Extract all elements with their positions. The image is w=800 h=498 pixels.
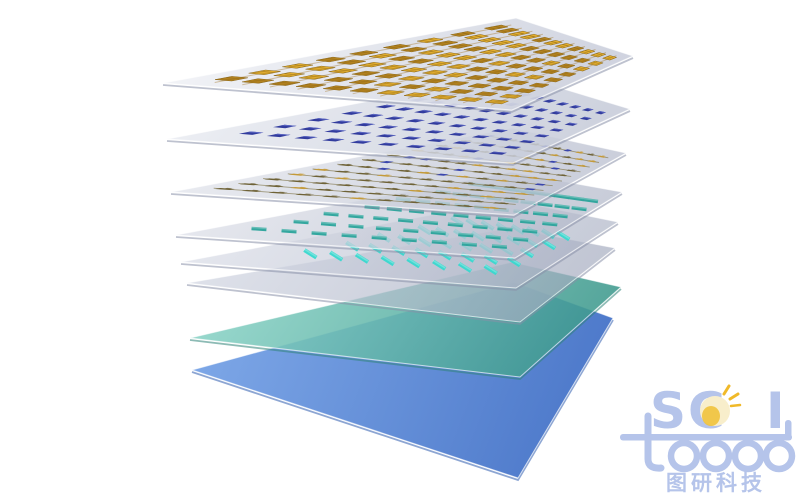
layer-top-electrode-array-sheet: [162, 17, 635, 113]
watermark-logo: SC I: [612, 372, 800, 498]
toooo-mark: [620, 412, 796, 473]
watermark-brand-text-i: I: [766, 382, 787, 440]
pattern-coil-cells: [214, 24, 618, 106]
lightbulb-icon: [700, 384, 742, 426]
watermark-chinese-text: 图研科技: [666, 471, 766, 495]
watermark-graphic: SC I: [620, 382, 796, 495]
